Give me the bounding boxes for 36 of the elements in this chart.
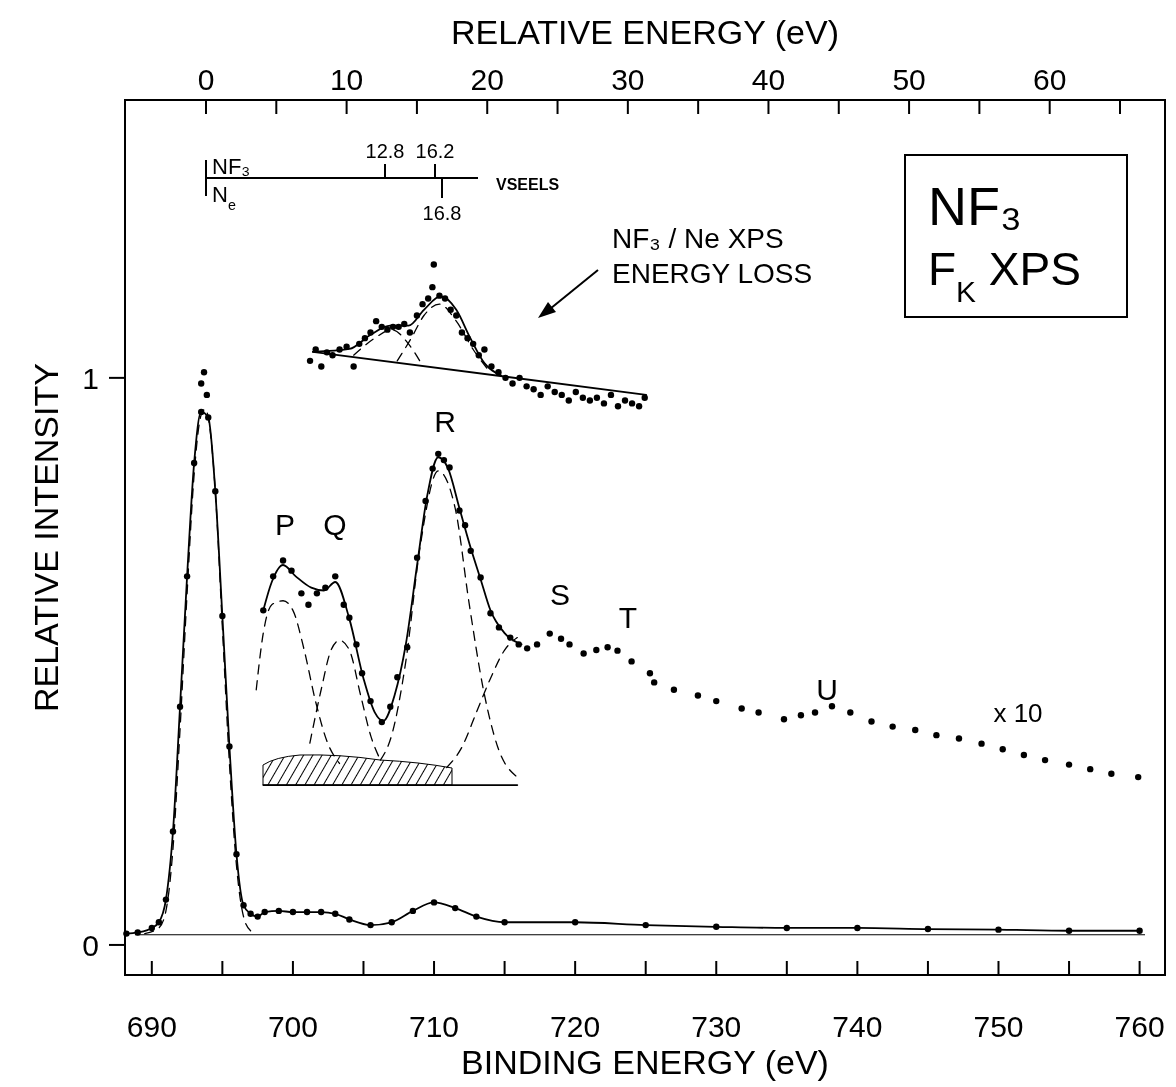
y-axis-title: RELATIVE INTENSITY	[27, 363, 65, 712]
x2-tick-label: 30	[611, 63, 645, 96]
annotation: N$_{e}$	[212, 182, 236, 213]
x-tick-label: 730	[691, 1010, 742, 1043]
x2-tick-label: 20	[470, 63, 504, 96]
annotation: S	[549, 578, 571, 611]
annotation: U	[816, 673, 838, 706]
annotation: P	[274, 508, 296, 541]
x-axis-title: BINDING ENERGY (eV)	[461, 1043, 829, 1081]
x-tick-label: 760	[1114, 1010, 1165, 1043]
annotation: ENERGY LOSS	[612, 258, 813, 289]
annotation: T	[618, 601, 638, 634]
annotation: NF₃	[928, 176, 1022, 236]
annotation: NF₃ / Ne XPS	[612, 223, 784, 254]
annotation: R	[434, 405, 456, 438]
x2-tick-label: 40	[751, 63, 786, 96]
annotation: NF₃	[212, 154, 251, 179]
annotation: x 10	[993, 698, 1043, 728]
annotation: 12.8	[365, 140, 405, 162]
x-tick-label: 750	[973, 1010, 1024, 1043]
x2-tick-label: 60	[1033, 63, 1067, 96]
x-tick-label: 690	[126, 1010, 177, 1043]
x2-tick-label: 10	[329, 63, 364, 96]
x2-tick-label: 0	[197, 63, 215, 96]
x-tick-label: 720	[550, 1010, 601, 1043]
x-tick-label: 700	[267, 1010, 318, 1043]
annotation: 16.8	[422, 202, 462, 224]
x-tick-label: 740	[832, 1010, 883, 1043]
x2-tick-label: 50	[892, 63, 926, 96]
y-tick-label: 1	[82, 361, 99, 395]
annotation: F$_{K}$ XPS	[928, 243, 1081, 308]
x-tick-label: 710	[409, 1010, 460, 1043]
annotation: Q	[323, 508, 347, 541]
x2-axis-title: RELATIVE ENERGY (eV)	[451, 13, 839, 51]
annotation: 16.2	[415, 140, 455, 162]
annotation: VSEELS	[496, 176, 560, 193]
